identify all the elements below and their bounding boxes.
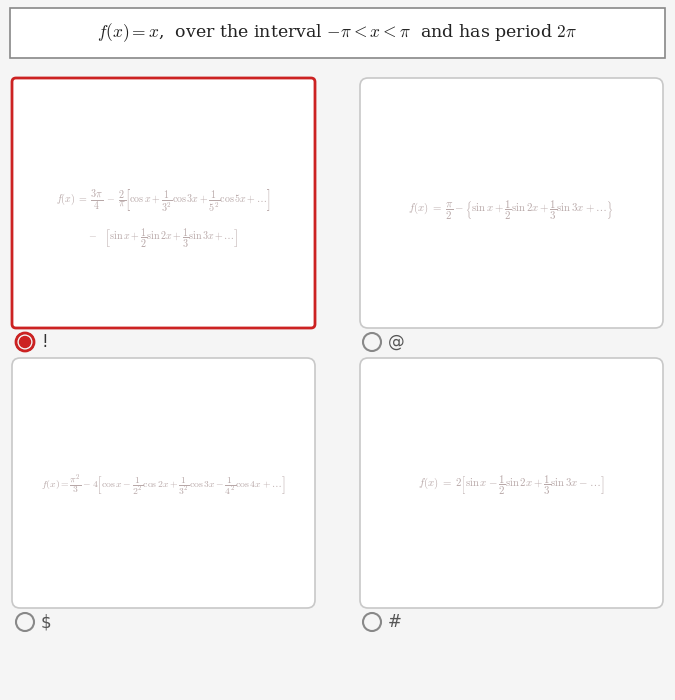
FancyBboxPatch shape (12, 358, 315, 608)
FancyBboxPatch shape (12, 78, 315, 328)
Text: $f(x) \;=\; \dfrac{\pi}{2} - \left\{ \sin x + \dfrac{1}{2}\sin 2x + \dfrac{1}{3}: $f(x) \;=\; \dfrac{\pi}{2} - \left\{ \si… (408, 198, 614, 222)
Text: $f(x) = x$,  over the interval $-\pi < x < \pi$  and has period $2\pi$: $f(x) = x$, over the interval $-\pi < x … (97, 22, 577, 44)
Text: $f(x) = \dfrac{\pi^2}{3} - 4\left[\cos x - \dfrac{1}{2^2}\cos 2x + \dfrac{1}{3^2: $f(x) = \dfrac{\pi^2}{3} - 4\left[\cos x… (41, 473, 285, 498)
Text: $f(x)\; =\; \dfrac{3\pi}{4}\; -\; \dfrac{2}{\pi} \left[ \cos x + \dfrac{1}{3^2}\: $f(x)\; =\; \dfrac{3\pi}{4}\; -\; \dfrac… (56, 187, 270, 213)
Text: @: @ (388, 333, 404, 351)
Text: #: # (388, 613, 402, 631)
FancyBboxPatch shape (360, 78, 663, 328)
FancyBboxPatch shape (10, 8, 665, 58)
Text: !: ! (41, 333, 48, 351)
Text: $-\quad\left[ \sin x + \dfrac{1}{2}\sin 2x + \dfrac{1}{3}\sin 3x + \ldots \right: $-\quad\left[ \sin x + \dfrac{1}{2}\sin … (88, 226, 238, 250)
FancyBboxPatch shape (360, 358, 663, 608)
Circle shape (20, 337, 30, 347)
Text: $f(x) \;=\; 2\left[\sin x - \dfrac{1}{2}\sin 2x + \dfrac{1}{3}\sin 3x - \ldots\r: $f(x) \;=\; 2\left[\sin x - \dfrac{1}{2}… (418, 473, 604, 497)
Text: $: $ (41, 613, 51, 631)
